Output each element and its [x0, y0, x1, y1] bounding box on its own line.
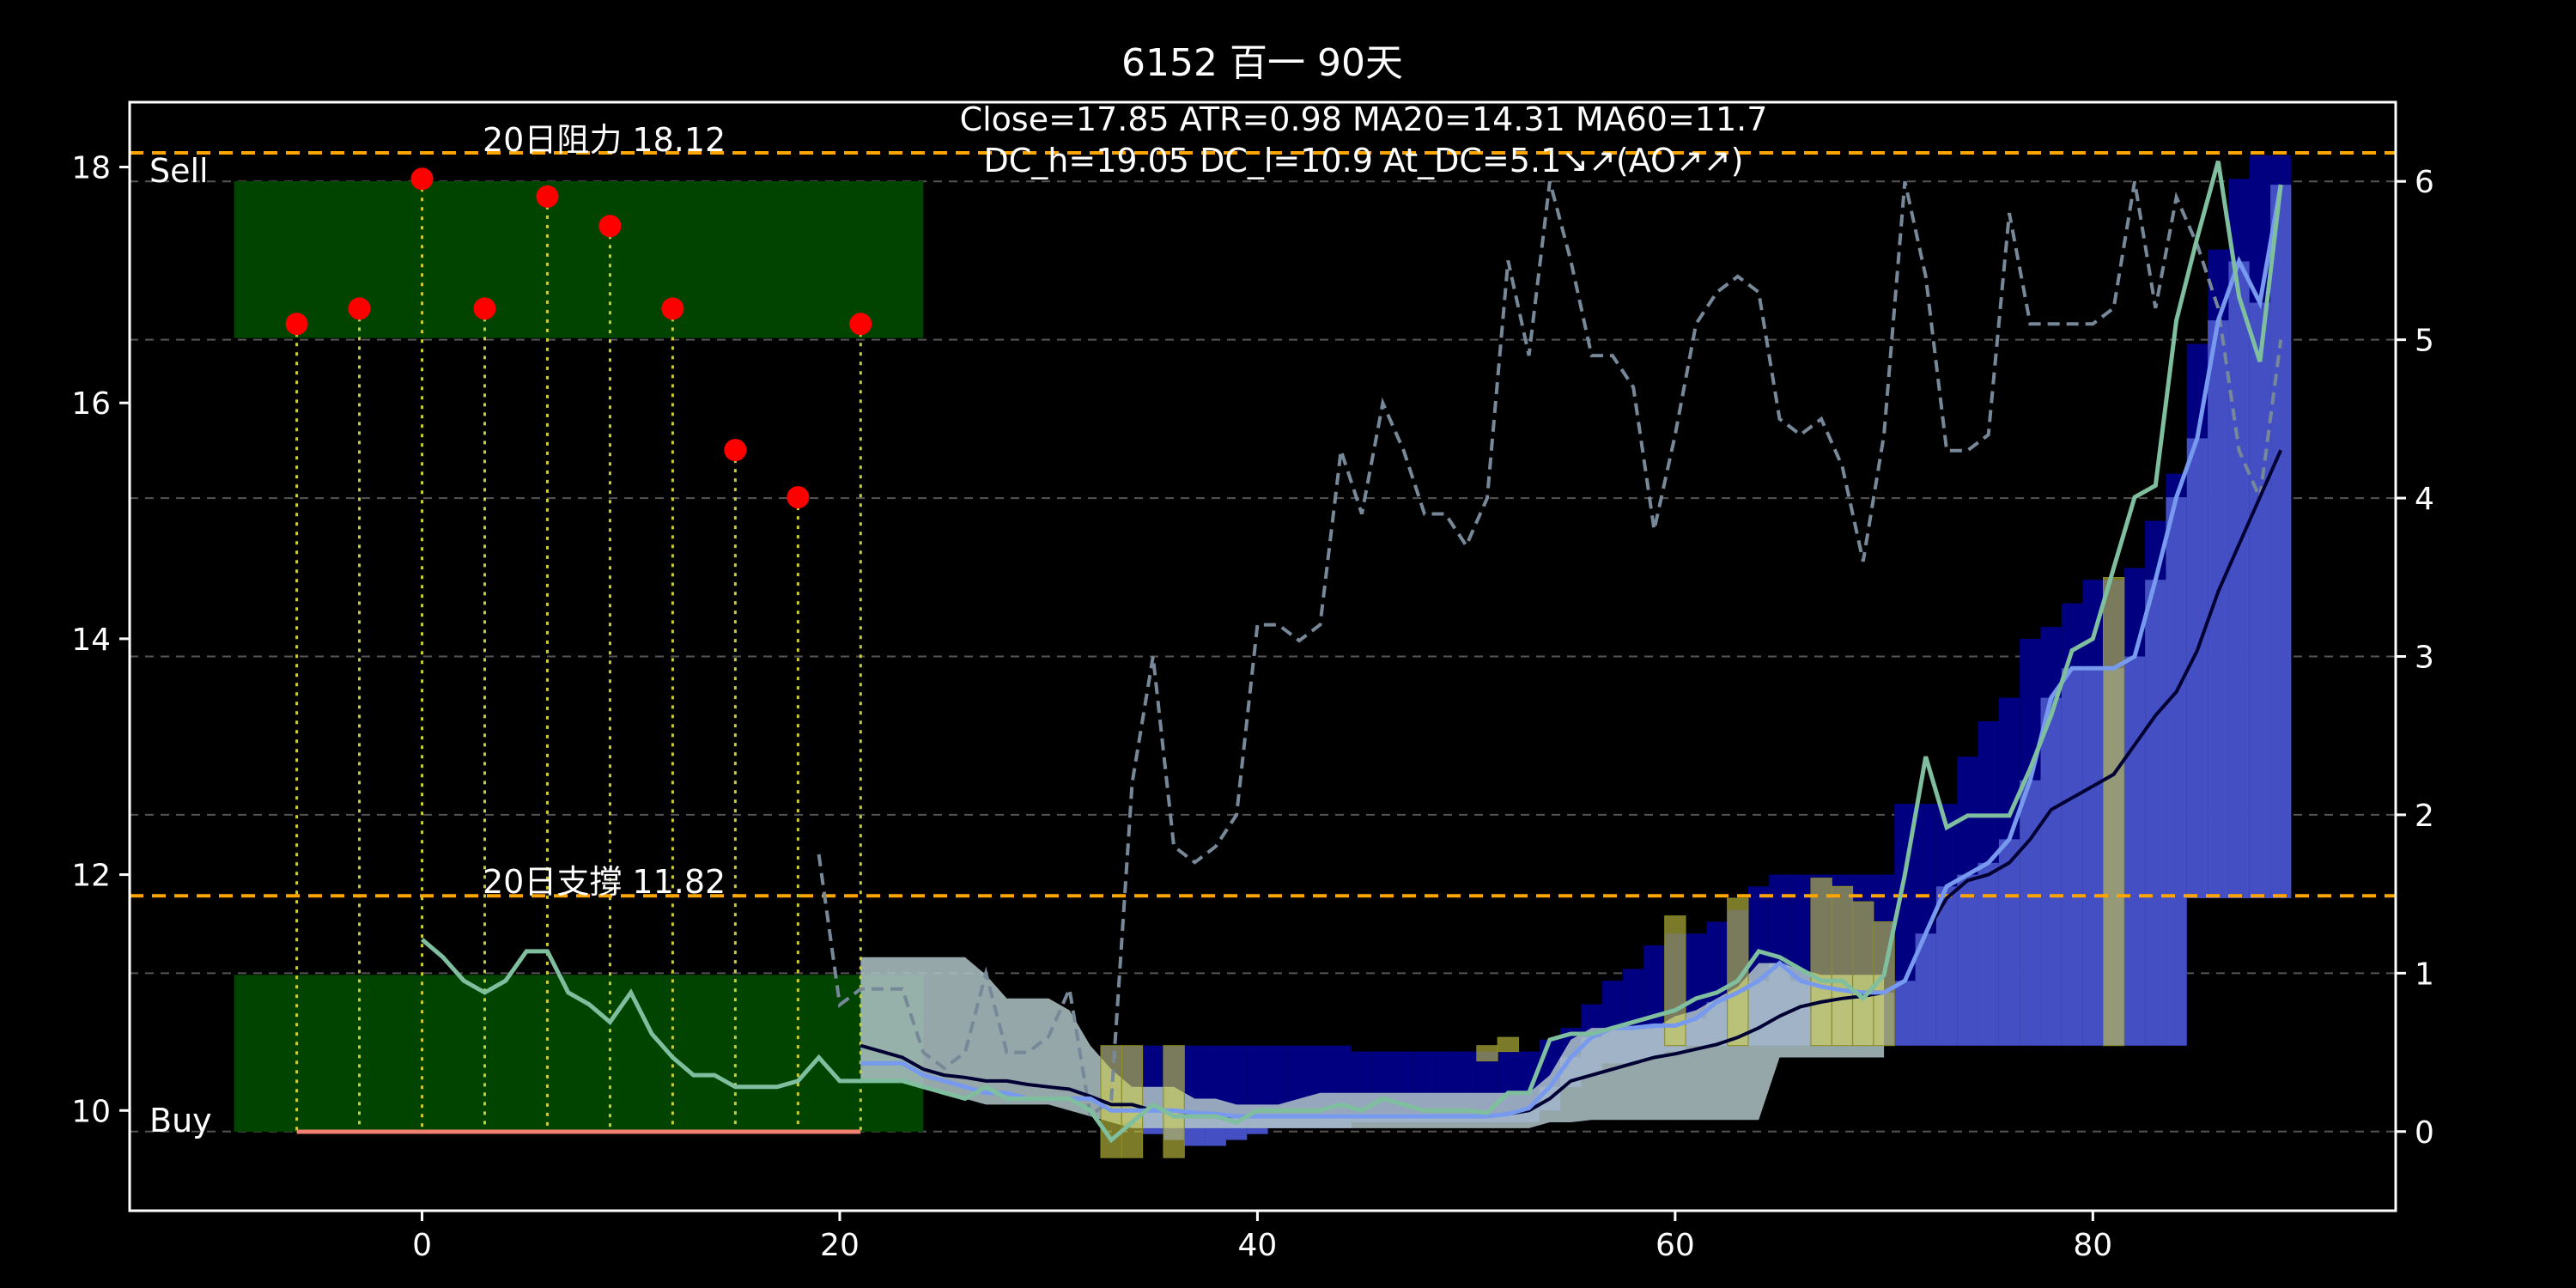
y-right-tick-label: 6 — [2415, 165, 2434, 200]
sell-label: Sell — [149, 152, 209, 190]
yellow-bar — [1831, 885, 1854, 1047]
x-tick-label: 80 — [2073, 1228, 2112, 1263]
yellow-bar — [1163, 1045, 1185, 1158]
peak-point — [536, 185, 559, 208]
donchian-fill-bar — [2123, 656, 2146, 1046]
donchian-fill-bar — [2040, 697, 2062, 1046]
yellow-bar — [2102, 576, 2125, 1047]
peak-point — [473, 297, 496, 320]
peak-point — [285, 313, 308, 336]
peak-point — [348, 297, 371, 320]
y-right-tick-label: 4 — [2415, 482, 2434, 517]
peak-point — [724, 439, 747, 462]
x-tick-label: 40 — [1238, 1228, 1278, 1263]
donchian-fill-bar — [2145, 580, 2166, 1046]
y-right-tick-label: 3 — [2415, 641, 2434, 676]
donchian-fill-bar — [1978, 862, 1999, 1046]
peak-point — [661, 297, 684, 320]
donchian-fill-bar — [2166, 497, 2187, 1046]
donchian-fill-bar — [1894, 981, 1916, 1046]
y-left-tick-label: 16 — [71, 386, 111, 422]
donchian-fill-bar — [2082, 668, 2104, 1046]
info-line-2: DC_h=19.05 DC_l=10.9 At_DC=5.1↘↗(AO↗↗) — [983, 142, 1743, 179]
sell-zone — [234, 181, 924, 338]
ma60-line — [860, 184, 2283, 1119]
buy-zone — [234, 975, 924, 1132]
ma20-line — [860, 449, 2283, 1119]
donchian-fill-bar — [1957, 874, 1978, 1046]
peak-point — [849, 313, 872, 336]
yellow-bar — [1810, 878, 1832, 1047]
y-right-tick-label: 1 — [2415, 957, 2434, 992]
y-left-tick-label: 10 — [71, 1094, 111, 1129]
donchian-fill-bar — [2270, 185, 2292, 899]
donchian-fill-bar — [2228, 261, 2250, 899]
chart-title: 6152 百一 90天 — [1121, 41, 1403, 85]
donchian-fill-bar — [1998, 839, 2020, 1046]
yellow-bar — [1476, 1045, 1498, 1062]
x-tick-label: 0 — [412, 1228, 432, 1263]
yellow-bar — [1852, 901, 1874, 1047]
donchian-fill-bar — [2249, 302, 2271, 899]
y-right-tick-label: 0 — [2415, 1115, 2434, 1151]
peak-point — [787, 486, 810, 509]
x-tick-label: 60 — [1656, 1228, 1695, 1263]
donchian-fill-bar — [2061, 668, 2083, 1046]
y-right-tick-label: 2 — [2415, 799, 2434, 834]
peak-point — [598, 215, 622, 238]
donchian-fill-bar — [2186, 438, 2208, 899]
support-label: 20日支撐 11.82 — [483, 863, 726, 901]
donchian-fill-bar — [2020, 780, 2041, 1046]
peak-point — [410, 167, 434, 191]
info-line-1: Close=17.85 ATR=0.98 MA20=14.31 MA60=11.… — [960, 100, 1768, 138]
x-tick-label: 20 — [820, 1228, 860, 1263]
close-line — [420, 161, 2283, 1144]
yellow-bar — [1497, 1036, 1519, 1053]
y-right-tick-label: 5 — [2415, 324, 2434, 359]
y-left-tick-label: 12 — [71, 859, 111, 894]
resistance-label: 20日阻力 18.12 — [483, 121, 726, 159]
buy-label: Buy — [149, 1102, 212, 1139]
yellow-bar — [1121, 1045, 1144, 1158]
y-left-tick-label: 18 — [71, 151, 111, 186]
y-left-tick-label: 14 — [71, 623, 111, 658]
atr-line — [817, 180, 2283, 1119]
